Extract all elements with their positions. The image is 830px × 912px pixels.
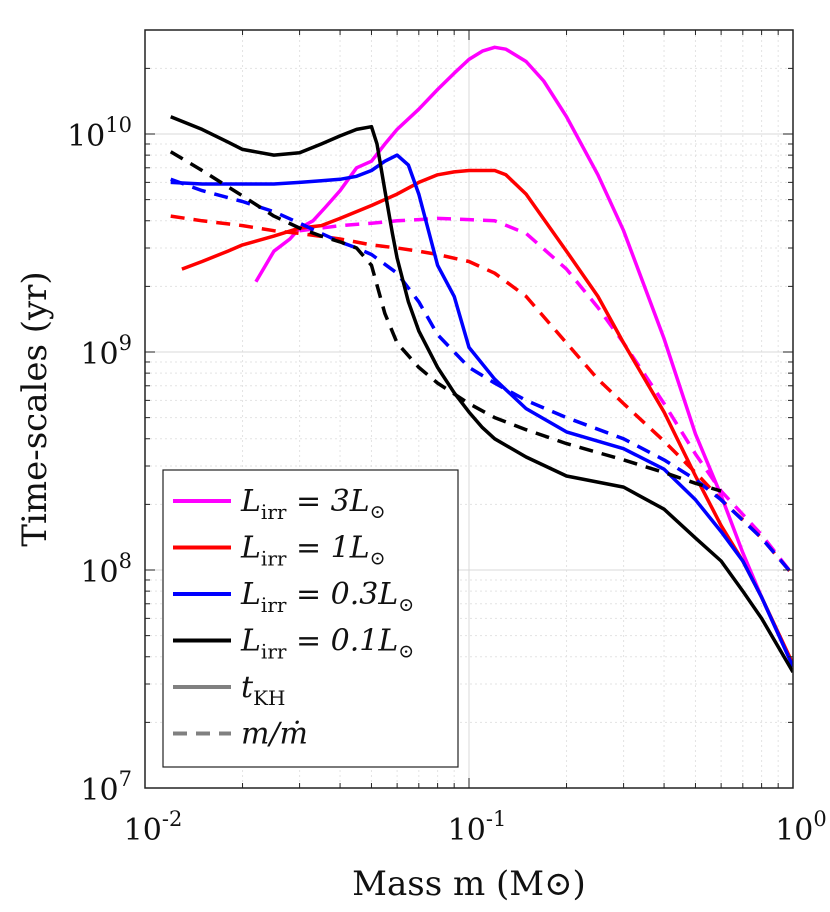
legend: Lirr = 3L⊙ Lirr = 1L⊙ Lirr = 0.3L⊙ Lirr = 0… [162,469,459,768]
legend-label: tKH [241,670,285,710]
y-tick-label: 1010 [67,113,132,154]
series-line-3 [181,168,793,665]
x-tick-label: 10-1 [448,807,507,848]
x-tick-label: 10-2 [124,807,183,848]
legend-label: Lirr = 0.3L⊙ [240,577,414,617]
series-line-1 [254,45,793,668]
axis-tick-labels: 10-2 10-1 100 107 108 109 1010 [67,113,827,848]
legend-label: Lirr = 1L⊙ [240,531,386,571]
y-axis-label: Time-scales (yr) [15,271,55,546]
x-axis-label: Mass m (M⊙) [352,864,586,904]
series-line-5 [170,153,793,668]
y-tick-label: 109 [80,331,132,372]
legend-box [162,469,459,768]
series-line-4 [170,214,793,577]
series-line-6 [170,177,793,577]
legend-label: m/ṁ [241,717,308,752]
legend-label: Lirr = 3L⊙ [240,484,386,524]
axis-ticks [144,29,793,789]
y-tick-label: 107 [80,767,132,808]
series-line-7 [170,115,793,673]
y-tick-label: 108 [80,549,132,590]
x-tick-label: 100 [775,807,827,848]
legend-label: Lirr = 0.1L⊙ [240,624,414,664]
series-group [169,45,793,673]
series-line-8 [169,150,722,493]
